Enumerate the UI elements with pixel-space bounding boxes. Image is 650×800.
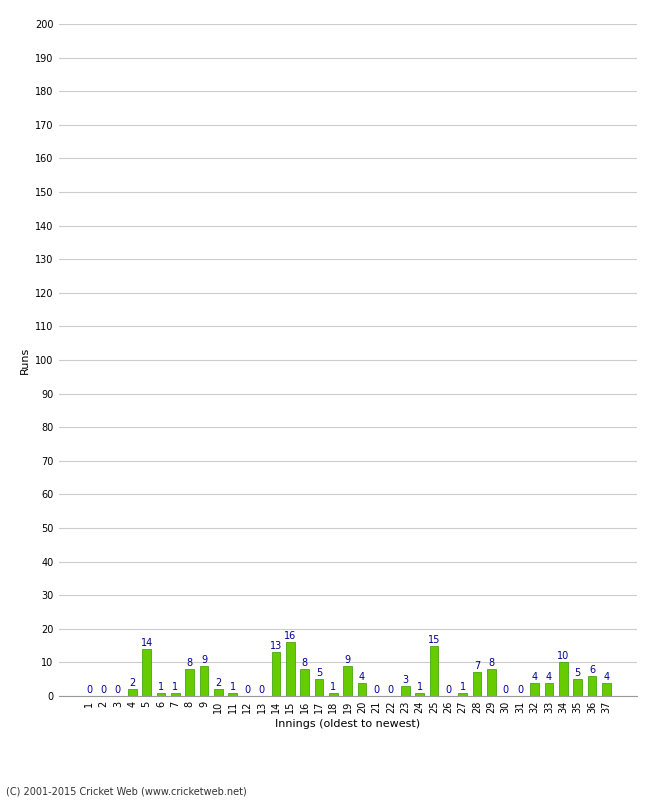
Bar bbox=[185, 669, 194, 696]
Text: 1: 1 bbox=[172, 682, 178, 692]
Text: 9: 9 bbox=[201, 654, 207, 665]
Text: 0: 0 bbox=[100, 685, 107, 695]
Y-axis label: Runs: Runs bbox=[20, 346, 30, 374]
X-axis label: Innings (oldest to newest): Innings (oldest to newest) bbox=[275, 719, 421, 729]
Text: 4: 4 bbox=[359, 671, 365, 682]
Text: (C) 2001-2015 Cricket Web (www.cricketweb.net): (C) 2001-2015 Cricket Web (www.cricketwe… bbox=[6, 786, 247, 796]
Text: 1: 1 bbox=[417, 682, 423, 692]
Text: 1: 1 bbox=[330, 682, 337, 692]
Text: 0: 0 bbox=[517, 685, 523, 695]
Bar bbox=[530, 682, 539, 696]
Bar bbox=[200, 666, 209, 696]
Text: 8: 8 bbox=[187, 658, 193, 668]
Text: 9: 9 bbox=[344, 654, 351, 665]
Text: 0: 0 bbox=[374, 685, 380, 695]
Bar bbox=[358, 682, 367, 696]
Text: 1: 1 bbox=[460, 682, 466, 692]
Text: 15: 15 bbox=[428, 634, 440, 645]
Bar bbox=[401, 686, 410, 696]
Text: 4: 4 bbox=[532, 671, 538, 682]
Bar bbox=[458, 693, 467, 696]
Text: 4: 4 bbox=[603, 671, 610, 682]
Text: 1: 1 bbox=[229, 682, 236, 692]
Text: 10: 10 bbox=[557, 651, 569, 662]
Bar bbox=[430, 646, 438, 696]
Text: 0: 0 bbox=[445, 685, 451, 695]
Bar bbox=[329, 693, 338, 696]
Text: 2: 2 bbox=[215, 678, 222, 688]
Bar bbox=[473, 673, 482, 696]
Bar bbox=[142, 649, 151, 696]
Bar bbox=[588, 676, 596, 696]
Bar bbox=[559, 662, 567, 696]
Text: 0: 0 bbox=[259, 685, 265, 695]
Text: 8: 8 bbox=[488, 658, 495, 668]
Bar bbox=[415, 693, 424, 696]
Bar bbox=[171, 693, 179, 696]
Bar bbox=[286, 642, 294, 696]
Bar bbox=[214, 690, 223, 696]
Bar bbox=[343, 666, 352, 696]
Bar bbox=[229, 693, 237, 696]
Text: 0: 0 bbox=[502, 685, 509, 695]
Text: 0: 0 bbox=[115, 685, 121, 695]
Bar bbox=[487, 669, 496, 696]
Text: 1: 1 bbox=[158, 682, 164, 692]
Bar bbox=[272, 652, 280, 696]
Bar bbox=[545, 682, 553, 696]
Bar bbox=[602, 682, 611, 696]
Text: 0: 0 bbox=[86, 685, 92, 695]
Text: 5: 5 bbox=[575, 668, 581, 678]
Text: 2: 2 bbox=[129, 678, 135, 688]
Text: 14: 14 bbox=[140, 638, 153, 648]
Text: 0: 0 bbox=[388, 685, 394, 695]
Bar bbox=[157, 693, 165, 696]
Text: 6: 6 bbox=[589, 665, 595, 675]
Bar bbox=[300, 669, 309, 696]
Text: 4: 4 bbox=[546, 671, 552, 682]
Bar bbox=[315, 679, 323, 696]
Text: 8: 8 bbox=[302, 658, 307, 668]
Bar bbox=[128, 690, 136, 696]
Text: 3: 3 bbox=[402, 675, 408, 685]
Text: 16: 16 bbox=[284, 631, 296, 642]
Text: 5: 5 bbox=[316, 668, 322, 678]
Bar bbox=[573, 679, 582, 696]
Text: 7: 7 bbox=[474, 662, 480, 671]
Text: 0: 0 bbox=[244, 685, 250, 695]
Text: 13: 13 bbox=[270, 642, 282, 651]
